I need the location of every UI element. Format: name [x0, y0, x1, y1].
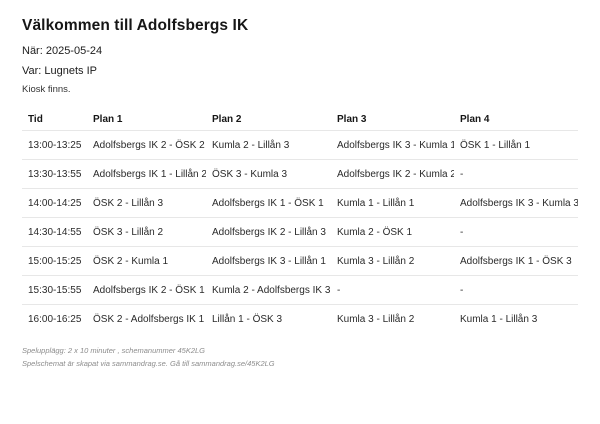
table-row: 15:30-15:55 Adolfsbergs IK 2 - ÖSK 1 Kumla…	[22, 275, 578, 305]
time-cell: 16:00-16:25	[22, 304, 87, 333]
schedule-table: Tid Plan 1 Plan 2 Plan 3 Plan 4 13:00-13:25 A…	[22, 108, 578, 333]
column-header-tid: Tid	[22, 108, 87, 131]
schedule-table-body: 13:00-13:25 Adolfsbergs IK 2 - ÖSK 2 Kumla…	[22, 131, 578, 333]
time-cell: 14:30-14:55	[22, 217, 87, 247]
match-cell: ÖSK 2 - Kumla 1	[87, 246, 206, 276]
match-cell: Adolfsbergs IK 3 - Kumla 3	[454, 188, 578, 218]
match-cell: Adolfsbergs IK 2 - ÖSK 2	[93, 139, 205, 151]
column-header-plan-1: Plan 1	[87, 108, 206, 131]
header-row: Tid Plan 1 Plan 2 Plan 3 Plan 4	[22, 108, 578, 131]
table-row: 13:30-13:55 Adolfsbergs IK 1 - Lillån 2 ÖS…	[22, 159, 578, 189]
time-cell: 13:00-13:25	[28, 139, 82, 151]
match-cell: Adolfsbergs IK 2 - ÖSK 1	[87, 275, 206, 305]
match-cell: Adolfsbergs IK 3 - Kumla 1	[337, 139, 454, 151]
footnote-source: Spelschemat är skapat via sammandrag.se.…	[22, 359, 275, 368]
match-cell: Kumla 3 - Lillån 2	[331, 246, 454, 276]
match-cell: Adolfsbergs IK 3 - Lillån 1	[206, 246, 331, 276]
match-cell: ÖSK 3 - Kumla 3	[206, 159, 331, 189]
time-cell: 15:30-15:55	[22, 275, 87, 305]
footnote-format: Spelupplägg: 2 x 10 minuter , schemanumm…	[22, 346, 206, 355]
table-row: 16:00-16:25 ÖSK 2 - Adolfsbergs IK 1 Lillå…	[22, 304, 578, 333]
match-cell: -	[454, 275, 578, 305]
match-cell: Kumla 3 - Lillån 2	[331, 304, 454, 333]
match-cell: Adolfsbergs IK 1 - ÖSK 3	[454, 246, 578, 276]
time-cell: 14:00-14:25	[22, 188, 87, 218]
match-cell: Kumla 1 - Lillån 3	[454, 304, 578, 333]
match-cell: -	[331, 275, 454, 305]
match-cell: -	[454, 159, 578, 189]
schedule-table-header: Tid Plan 1 Plan 2 Plan 3 Plan 4	[22, 108, 578, 131]
match-cell: -	[454, 217, 578, 247]
column-header-plan-3: Plan 3	[331, 108, 454, 131]
match-cell: Lillån 1 - ÖSK 3	[206, 304, 331, 333]
match-cell: Kumla 2 - Lillån 3	[212, 139, 290, 151]
match-cell: Kumla 2 - Adolfsbergs IK 3	[206, 275, 331, 305]
match-cell: ÖSK 2 - Adolfsbergs IK 1	[87, 304, 206, 333]
table-row: 13:00-13:25 Adolfsbergs IK 2 - ÖSK 2 Kumla…	[22, 131, 578, 160]
column-header-plan-4: Plan 4	[454, 108, 578, 131]
date-line: När: 2025-05-24	[22, 45, 103, 57]
match-cell: Adolfsbergs IK 2 - Lillån 3	[206, 217, 331, 247]
match-cell: Kumla 2 - ÖSK 1	[331, 217, 454, 247]
column-header-plan-2: Plan 2	[206, 108, 331, 131]
venue-line: Var: Lugnets IP	[22, 65, 98, 77]
table-row: 14:30-14:55 ÖSK 3 - Lillån 2 Adolfsbergs I…	[22, 217, 578, 247]
time-cell: 13:30-13:55	[22, 159, 87, 189]
table-row: 14:00-14:25 ÖSK 2 - Lillån 3 Adolfsbergs I…	[22, 188, 578, 218]
table-row: 15:00-15:25 ÖSK 2 - Kumla 1 Adolfsbergs IK…	[22, 246, 578, 276]
time-cell: 15:00-15:25	[22, 246, 87, 276]
schedule-page: Välkommen till Adolfsbergs IK När: 2025-…	[22, 17, 578, 370]
match-cell: ÖSK 1 - Lillån 1	[460, 139, 531, 151]
page-title: Välkommen till Adolfsbergs IK	[22, 17, 249, 34]
match-cell: Adolfsbergs IK 2 - Kumla 2	[331, 159, 454, 189]
match-cell: ÖSK 2 - Lillån 3	[87, 188, 206, 218]
kiosk-note: Kiosk finns.	[22, 84, 71, 95]
match-cell: Adolfsbergs IK 1 - Lillån 2	[87, 159, 206, 189]
footnotes: Spelupplägg: 2 x 10 minuter , schemanumm…	[22, 344, 578, 370]
match-cell: Kumla 1 - Lillån 1	[331, 188, 454, 218]
match-cell: ÖSK 3 - Lillån 2	[87, 217, 206, 247]
match-cell: Adolfsbergs IK 1 - ÖSK 1	[206, 188, 331, 218]
